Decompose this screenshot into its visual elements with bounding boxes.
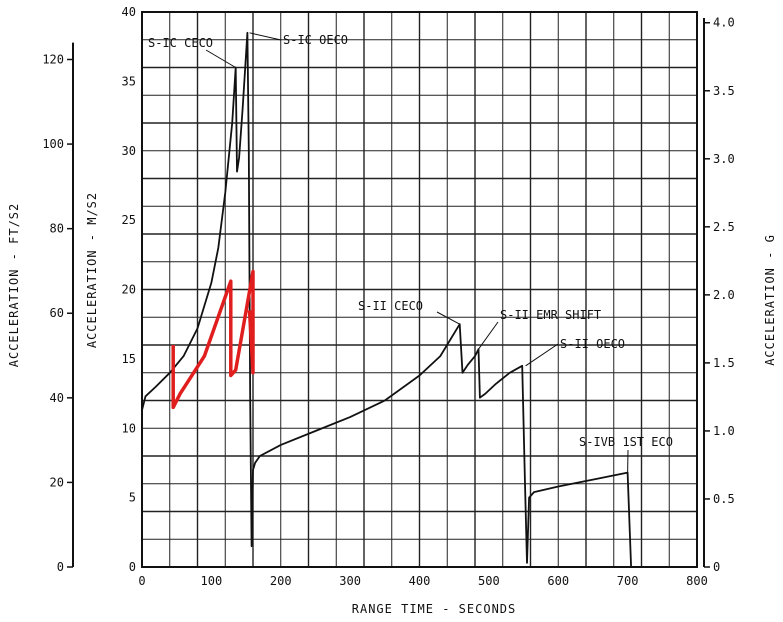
g-tick-label: 1.5 [713,356,735,370]
x-tick-label: 300 [339,574,361,588]
series-group [141,31,638,568]
x-tick-label: 100 [201,574,223,588]
grid [142,12,697,567]
y-axis-label-ft: ACCELERATION - FT/S2 [7,203,21,368]
x-tick-label: 600 [547,574,569,588]
x-tick-labels: 0 100 200 300 400 500 600 700 800 [138,574,707,588]
ft-axis: 0 20 40 60 80 100 120 [42,42,74,574]
x-tick-label: 0 [138,574,145,588]
x-tick-label: 500 [478,574,500,588]
annotation-leader-line [525,343,559,367]
annotation-label: S-II OECO [560,337,625,351]
g-tick-label: 2.5 [713,220,735,234]
g-tick-label: 0.5 [713,492,735,506]
g-tick-label: 2.0 [713,288,735,302]
g-tick-label: 3.5 [713,84,735,98]
g-tick-label: 4.0 [713,16,735,30]
y-tick-label: 35 [122,74,136,88]
annotations: S-IC CECO S-IC OECO S-II CECO S-II EMR SHIF… [148,32,673,473]
plot-frame [141,11,698,568]
ft-tick-label: 20 [50,475,64,489]
red-overlay-scribble [171,269,255,410]
annotation-leader-line [249,32,282,41]
g-tick-label: 0 [713,560,720,574]
y-tick-label: 20 [122,283,136,297]
annotation-label: S-IC CECO [148,36,213,50]
y-tick-label: 15 [122,352,136,366]
g-axis: 0 0.5 1.0 1.5 2.0 2.5 3.0 3.5 4.0 [703,16,735,574]
x-tick-label: 800 [686,574,708,588]
y-tick-label: 30 [122,144,136,158]
ft-tick-label: 100 [42,137,64,151]
y-tick-labels-ms2: 0 5 10 15 20 25 30 35 40 [122,5,136,574]
x-axis-label: RANGE TIME - SECONDS [352,602,517,616]
annotation-leader-line [478,321,499,350]
ft-tick-label: 120 [42,52,64,66]
g-tick-label: 1.0 [713,424,735,438]
annotation-label: S-II EMR SHIFT [500,308,601,322]
annotation-label: S-IC OECO [283,33,348,47]
acceleration-curve [141,31,638,568]
ft-tick-label: 0 [57,560,64,574]
y-tick-label: 40 [122,5,136,19]
ft-tick-label: 40 [50,391,64,405]
x-tick-label: 200 [270,574,292,588]
annotation-label: S-IVB 1ST ECO [579,435,673,449]
y-tick-label: 25 [122,213,136,227]
ft-tick-label: 60 [50,306,64,320]
y-axis-label-g: ACCELERATION - G [763,234,777,366]
y-axis-label-ms2: ACCELERATION - M/S2 [85,192,99,348]
y-tick-label: 5 [129,491,136,505]
g-tick-label: 3.0 [713,152,735,166]
x-tick-label: 400 [409,574,431,588]
ft-tick-label: 80 [50,222,64,236]
y-tick-label: 10 [122,421,136,435]
x-tick-label: 700 [617,574,639,588]
annotation-leader-line [436,311,460,325]
annotation-leader-line [205,49,236,68]
y-tick-label: 0 [129,560,136,574]
annotation-label: S-II CECO [358,299,423,313]
